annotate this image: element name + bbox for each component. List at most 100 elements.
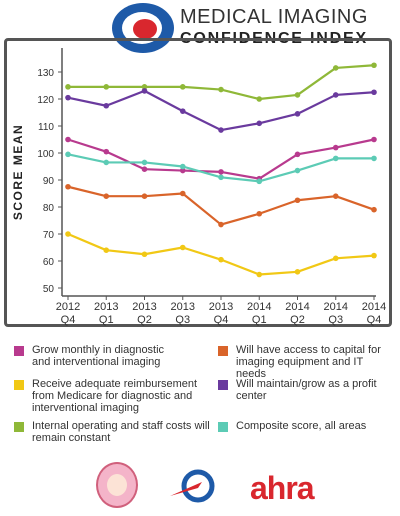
data-point [332, 65, 339, 71]
data-point [179, 167, 186, 174]
series-line [67, 232, 375, 276]
data-point [65, 94, 71, 101]
y-tick-label: 100 [37, 149, 54, 160]
data-point [294, 151, 301, 158]
grandma-logo-icon [96, 462, 138, 508]
data-point [103, 159, 110, 166]
data-point [65, 231, 71, 237]
data-point [141, 159, 148, 166]
data-point [103, 102, 110, 109]
data-point [371, 252, 377, 259]
legend-swatch [218, 346, 228, 356]
data-point [179, 163, 186, 170]
data-point [371, 136, 377, 143]
data-point [371, 89, 377, 96]
series-line [67, 185, 375, 226]
x-tick-label-quarter: Q3 [175, 314, 190, 326]
y-tick-label: 110 [38, 122, 54, 133]
data-point [332, 193, 339, 199]
x-tick-label-quarter: Q1 [99, 314, 114, 326]
data-point [332, 144, 339, 151]
data-point [256, 271, 263, 278]
y-tick-label: 80 [43, 203, 55, 214]
data-point [141, 251, 148, 258]
y-tick-label: 70 [43, 230, 55, 241]
x-tick-label-quarter: Q4 [61, 314, 76, 326]
data-point [332, 155, 339, 162]
y-tick-label: 120 [37, 95, 54, 106]
y-tick-label: 90 [43, 176, 55, 187]
data-point [141, 84, 148, 90]
legend-label: Will maintain/grow as a profit center [236, 378, 377, 402]
legend-label: Composite score, all areas [236, 420, 367, 432]
legend-swatch [14, 380, 24, 390]
x-tick-label-year: 2013 [209, 301, 233, 313]
legend-swatch [218, 380, 228, 390]
data-point [218, 174, 224, 181]
x-tick-label-year: 2014 [362, 301, 386, 313]
y-tick-label: 60 [43, 257, 55, 268]
data-point [256, 96, 263, 102]
ahra-logo: ahra [250, 470, 315, 506]
title-line-1: MEDICAL IMAGING [180, 6, 368, 28]
data-point [179, 244, 186, 251]
legend-swatch [14, 346, 24, 356]
x-tick-label-quarter: Q2 [290, 314, 305, 326]
data-point [294, 111, 301, 117]
data-point [65, 183, 71, 190]
data-point [141, 193, 148, 199]
x-tick-label-year: 2012 [56, 301, 80, 313]
data-point [218, 256, 224, 263]
mic-logo-icon [112, 3, 174, 53]
data-point [103, 84, 110, 90]
data-point [179, 84, 186, 90]
data-point [218, 127, 224, 133]
data-point [65, 151, 71, 158]
data-point [294, 167, 301, 174]
x-tick-label-year: 2013 [171, 301, 195, 313]
x-tick-label-quarter: Q2 [137, 314, 152, 326]
legend-swatch [218, 422, 228, 432]
legend-label: Will have access to capital for imaging … [236, 344, 381, 380]
x-tick-label-year: 2014 [247, 301, 271, 313]
data-point [218, 221, 224, 228]
x-tick-label-quarter: Q3 [328, 314, 343, 326]
data-point [179, 108, 186, 114]
data-point [294, 92, 301, 98]
data-point [65, 136, 71, 143]
data-point [371, 62, 377, 69]
x-tick-label-quarter: Q4 [214, 314, 229, 326]
x-tick-label-quarter: Q1 [252, 314, 267, 326]
data-point [256, 178, 263, 185]
legend-swatch [14, 422, 24, 432]
header: MEDICAL IMAGING CONFIDENCE INDEX [0, 0, 400, 53]
y-axis-label: SCORE MEAN [11, 124, 25, 220]
x-tick-label-year: 2013 [132, 301, 156, 313]
x-tick-label-quarter: Q4 [367, 314, 382, 326]
x-tick-label-year: 2014 [285, 301, 309, 313]
series-line [67, 89, 375, 132]
data-point [141, 166, 148, 172]
data-point [256, 210, 263, 217]
data-point [103, 193, 110, 199]
data-point [332, 255, 339, 262]
data-point [218, 86, 224, 93]
data-point [103, 148, 110, 155]
y-tick-label: 130 [37, 68, 54, 79]
x-tick-label-year: 2013 [94, 301, 118, 313]
data-point [294, 197, 301, 204]
data-point [218, 169, 224, 175]
swoosh-logo-icon [170, 469, 215, 503]
series-line [68, 64, 375, 101]
data-point [65, 84, 71, 90]
legend-label: Internal operating and staff costs will … [32, 420, 210, 444]
chart-frame [4, 38, 392, 327]
data-point [256, 120, 263, 127]
data-point [332, 92, 339, 98]
x-tick-label-year: 2014 [324, 301, 348, 313]
data-point [294, 269, 301, 275]
legend-label: Grow monthly in diagnostic and intervent… [32, 344, 165, 368]
data-point [141, 88, 148, 94]
data-point [371, 155, 377, 162]
